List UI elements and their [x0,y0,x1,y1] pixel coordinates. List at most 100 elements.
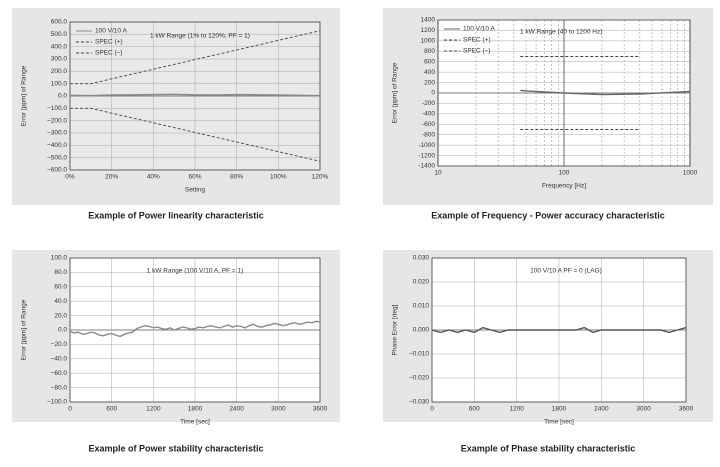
y-tick-label: 200 [424,79,435,86]
y-tick-label: -800 [422,131,435,138]
y-tick-label: −100.0 [47,399,67,406]
y-tick-label: 1000 [421,38,436,45]
y-tick-label: −300.0 [47,130,67,137]
y-tick-label: 800 [424,48,435,55]
x-tick-label: 20% [105,174,118,181]
x-tick-label: 80% [230,174,243,181]
legend-label: SPEC (–) [95,50,122,57]
y-tick-label: −200.0 [47,117,67,124]
y-tick-label: 20.0 [54,312,67,319]
y-tick-label: -1200 [418,152,435,159]
x-tick-label: 100% [270,174,287,181]
chart-title: Example of Power linearity characteristi… [88,210,264,220]
x-tick-label: 1000 [683,170,698,177]
x-tick-label: 3000 [271,406,286,413]
x-tick-label: 1200 [146,406,161,413]
y-tick-label: 80.0 [54,269,67,276]
y-tick-label: 0.000 [413,327,430,334]
y-tick-label: −500.0 [47,154,67,161]
y-tick-label: −80.0 [51,384,68,391]
legend-label: SPEC (–) [463,48,490,55]
plot-border [437,19,691,167]
x-tick-label: 600 [106,406,117,413]
y-tick-label: 0.010 [413,303,430,310]
legend-label: 100 V/10 A [463,26,495,33]
chart-title: Example of Phase stability characteristi… [461,443,636,453]
x-tick-label: 3600 [313,406,328,413]
y-tick-label: 300.0 [51,56,68,63]
y-tick-label: 0 [431,90,435,97]
y-tick-label: -600 [422,121,435,128]
y-tick-label: 60.0 [54,284,67,291]
y-axis-label: Error [ppm] of Range [21,65,28,126]
annotation: 1 kW Range (40 to 1200 Hz) [520,29,602,36]
annotation: 1 kW Range (1% to 120%; PF = 1) [150,33,250,40]
x-tick-label: 100 [559,170,570,177]
y-tick-label: 40.0 [54,298,67,305]
x-tick-label: 60% [188,174,201,181]
y-tick-label: −40.0 [51,356,68,363]
x-axis-label: Setting [185,187,206,194]
y-tick-label: 0.0 [58,327,67,334]
y-tick-label: -400 [422,111,435,118]
y-tick-label: −60.0 [51,370,68,377]
y-tick-label: 500.0 [51,31,68,38]
y-tick-label: -1400 [418,163,435,170]
y-tick-label: 600 [424,58,435,65]
x-tick-label: 10 [434,170,442,177]
y-tick-label: 0.0 [58,93,67,100]
series-line [70,107,321,162]
y-axis-label: Error [ppm] of Range [392,62,399,123]
y-tick-label: -200 [422,100,435,107]
x-tick-label: 1200 [509,406,524,413]
x-tick-label: 40% [147,174,160,181]
x-tick-label: 3000 [636,406,651,413]
x-tick-label: 0 [430,406,434,413]
x-axis-label: Time [sec] [544,419,574,426]
x-tick-label: 1800 [552,406,567,413]
y-tick-label: −20.0 [51,341,68,348]
legend-label: 100 V/10 A [95,28,127,35]
y-tick-label: 100.0 [51,255,68,262]
x-axis-label: Time [sec] [180,419,210,426]
chart-title: Example of Power stability characteristi… [88,443,263,453]
x-tick-label: 2400 [594,406,609,413]
annotation: 100 V/10 A PF = 0 (LAG) [530,268,602,275]
chart-title: Example of Frequency - Power accuracy ch… [431,210,665,220]
x-tick-label: 2400 [229,406,244,413]
x-tick-label: 1800 [188,406,203,413]
series-line [70,30,321,85]
y-tick-label: −600.0 [47,167,67,174]
series-line [69,320,321,338]
x-axis-label: Frequency [Hz] [542,183,586,190]
y-tick-label: 0.030 [413,255,430,262]
series-line [431,326,687,334]
x-tick-label: 3600 [679,406,694,413]
x-tick-label: 0% [65,174,75,181]
x-tick-label: 120% [312,174,329,181]
annotation: 1 kW Range (100 V/10 A, PF = 1) [147,268,244,275]
legend-label: SPEC (+) [95,39,123,46]
series-line [69,93,321,97]
y-tick-label: 1200 [421,27,436,34]
y-tick-label: 0.020 [413,279,430,286]
x-tick-label: 600 [469,406,480,413]
y-axis-label: Phase Error [deg] [392,304,399,355]
y-tick-label: −400.0 [47,142,67,149]
y-tick-label: 400.0 [51,43,68,50]
y-tick-label: 200.0 [51,68,68,75]
y-tick-label: −100.0 [47,105,67,112]
y-axis-label: Error [ppm] of Range [21,299,28,360]
y-tick-label: -1000 [418,142,435,149]
y-tick-label: −0.030 [409,399,429,406]
y-tick-label: 400 [424,69,435,76]
x-tick-label: 0 [68,406,72,413]
y-tick-label: −0.010 [409,351,429,358]
y-tick-label: −0.020 [409,375,429,382]
y-tick-label: 600.0 [51,19,68,26]
y-tick-label: 1400 [421,17,436,24]
legend-label: SPEC (+) [463,37,491,44]
plot-border [69,257,321,403]
